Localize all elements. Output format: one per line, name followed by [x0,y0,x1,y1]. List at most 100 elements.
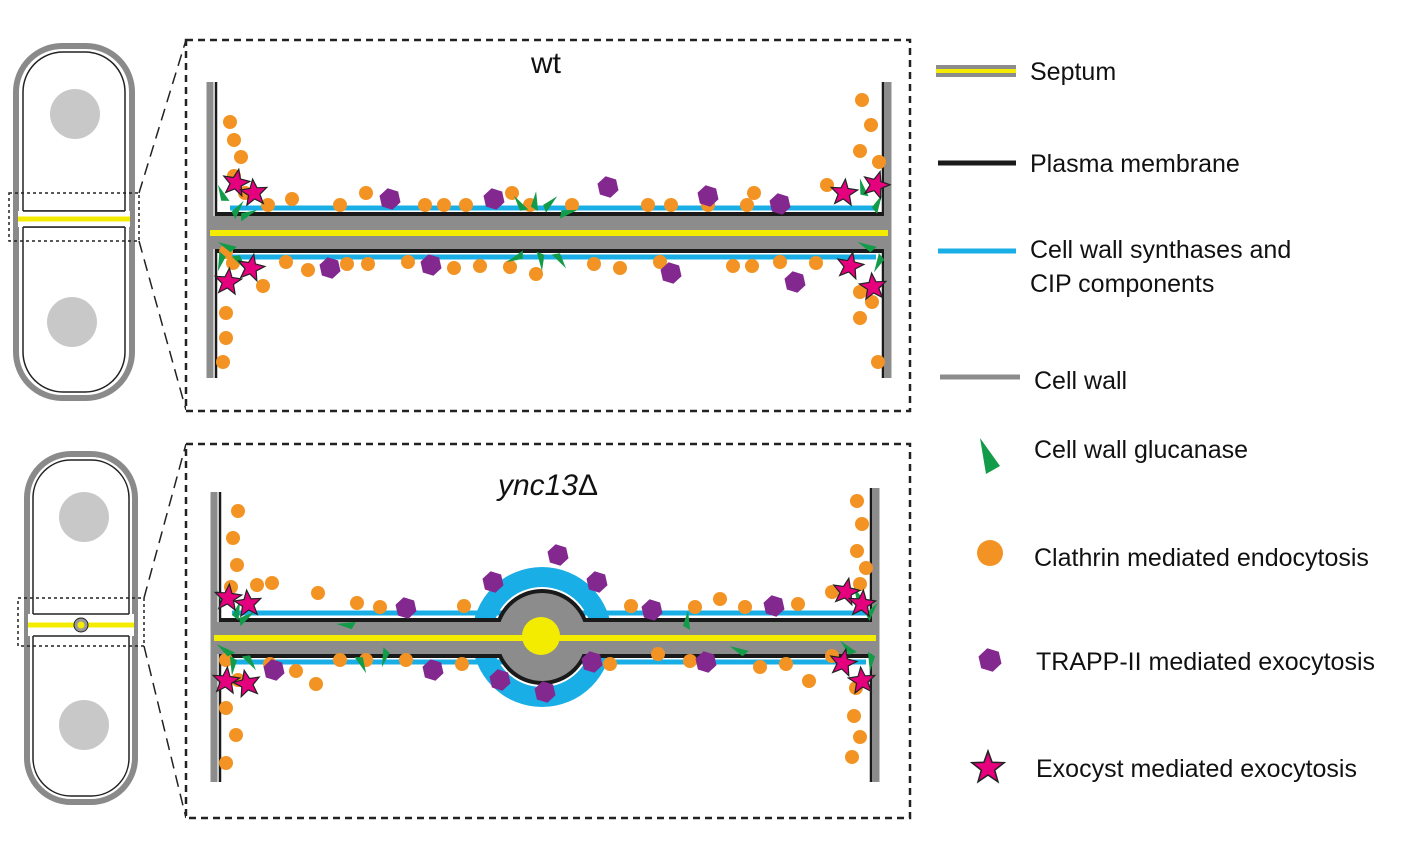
legend-cell-wall: Cell wall [940,367,1127,395]
glucanase-marker [216,644,235,657]
legend-clathrin-endocytosis-label: Clathrin mediated endocytosis [1034,544,1369,572]
glucanase-marker [506,250,523,263]
endocytosis-dot [401,255,415,269]
exocyst-marker [238,177,269,207]
endocytosis-dot [859,561,873,575]
endocytosis-dot [753,660,767,674]
trapp-vesicle [769,193,791,215]
glucanase-marker [229,656,238,676]
legend-plasma-membrane-label: Plasma membrane [1030,150,1240,178]
glucanase-marker [514,195,529,211]
endocytosis-dot [231,504,245,518]
green-triangle-icon [980,438,1000,474]
endocytosis-dot [279,255,293,269]
trapp-vesicle [319,257,341,279]
endocytosis-dot [872,155,886,169]
legend-septum-label: Septum [1030,58,1116,86]
glucanase-marker [217,184,230,201]
endocytosis-dot [738,600,752,614]
exocyst-marker [213,266,244,296]
exocyst-marker [231,668,261,699]
endocytosis-dot [503,260,517,274]
endocytosis-dot [747,186,761,200]
trapp-vesicle [641,599,663,621]
wt-panel-title: wt [530,47,562,80]
endocytosis-dot [613,261,627,275]
trapp-vesicle [263,659,285,681]
endocytosis-dot [853,144,867,158]
exocyst-marker [836,250,866,281]
exocyst-marker [863,169,892,200]
exocyst-marker [829,647,859,678]
glucanase-marker [536,251,545,271]
endocytosis-dot [713,592,727,606]
glucanase-marker [336,621,356,630]
endocytosis-dot [219,331,233,345]
endocytosis-dot [853,285,867,299]
endocytosis-dot [457,599,471,613]
glucanase-marker [241,209,258,222]
glucanase-marker [241,655,256,671]
endocytosis-dot [740,198,754,212]
glucanase-marker [239,612,255,627]
endocytosis-dot [361,257,375,271]
glucanase-marker [530,191,539,211]
endocytosis-dot [311,586,325,600]
endocytosis-dot [250,578,264,592]
endocytosis-dot [473,259,487,273]
glucanase-marker [871,194,882,214]
endocytosis-dot [219,653,233,667]
endocytosis-dot [853,577,867,591]
trapp-vesicle [395,597,417,619]
endocytosis-dot [820,178,834,192]
endocytosis-dot [459,198,473,212]
trapp-vesicle [586,571,608,593]
endocytosis-dot [447,261,461,275]
pink-star-icon [969,748,1007,784]
endocytosis-dot [791,597,805,611]
endocytosis-dot [603,657,617,671]
trapp-vesicle [379,188,401,210]
ync13-panel-title: ync13Δ [496,469,598,502]
endocytosis-dot [653,255,667,269]
trapp-vesicle [489,669,511,691]
endocytosis-dot [219,306,233,320]
trapp-vesicle [763,595,785,617]
endocytosis-dot [418,198,432,212]
endocytosis-dot [664,198,678,212]
endocytosis-dot [227,133,241,147]
trapp-vesicle [784,271,806,293]
purple-hexagon-icon [978,648,1002,672]
endocytosis-dot [301,263,315,277]
endocytosis-dot [587,257,601,271]
trapp-vesicle [581,651,603,673]
endocytosis-dot [871,355,885,369]
endocytosis-dot [373,600,387,614]
legend-trapp-exocytosis: TRAPP-II mediated exocytosis [978,648,1375,676]
exocyst-marker [857,271,888,301]
endocytosis-dot [773,255,787,269]
legend-cell-wall-glucanase-label: Cell wall glucanase [1034,436,1248,464]
trapp-vesicle [660,262,682,284]
glucanase-marker [867,652,876,672]
ync13-panel: ync13Δ [184,442,912,820]
endocytosis-dot [809,256,823,270]
legend-exocyst-exocytosis-label: Exocyst mediated exocytosis [1036,755,1357,783]
legend-cell-wall-synthases-label-line2: CIP components [1030,270,1214,298]
endocytosis-dot [855,93,869,107]
legend-cell-wall-synthases-label: Cell wall synthases and [1030,236,1291,264]
endocytosis-dot [256,279,270,293]
glucanase-marker [354,657,367,674]
endocytosis-dot [865,295,879,309]
endocytosis-dot [565,198,579,212]
endocytosis-dot [529,267,543,281]
endocytosis-dot [309,677,323,691]
endocytosis-dot [745,259,759,273]
ync13-trapp-vesicles [263,544,785,703]
endocytosis-dot [289,664,303,678]
endocytosis-dot [219,701,233,715]
glucanase-marker [865,602,878,621]
endocytosis-dot [265,576,279,590]
endocytosis-dot [234,150,248,164]
